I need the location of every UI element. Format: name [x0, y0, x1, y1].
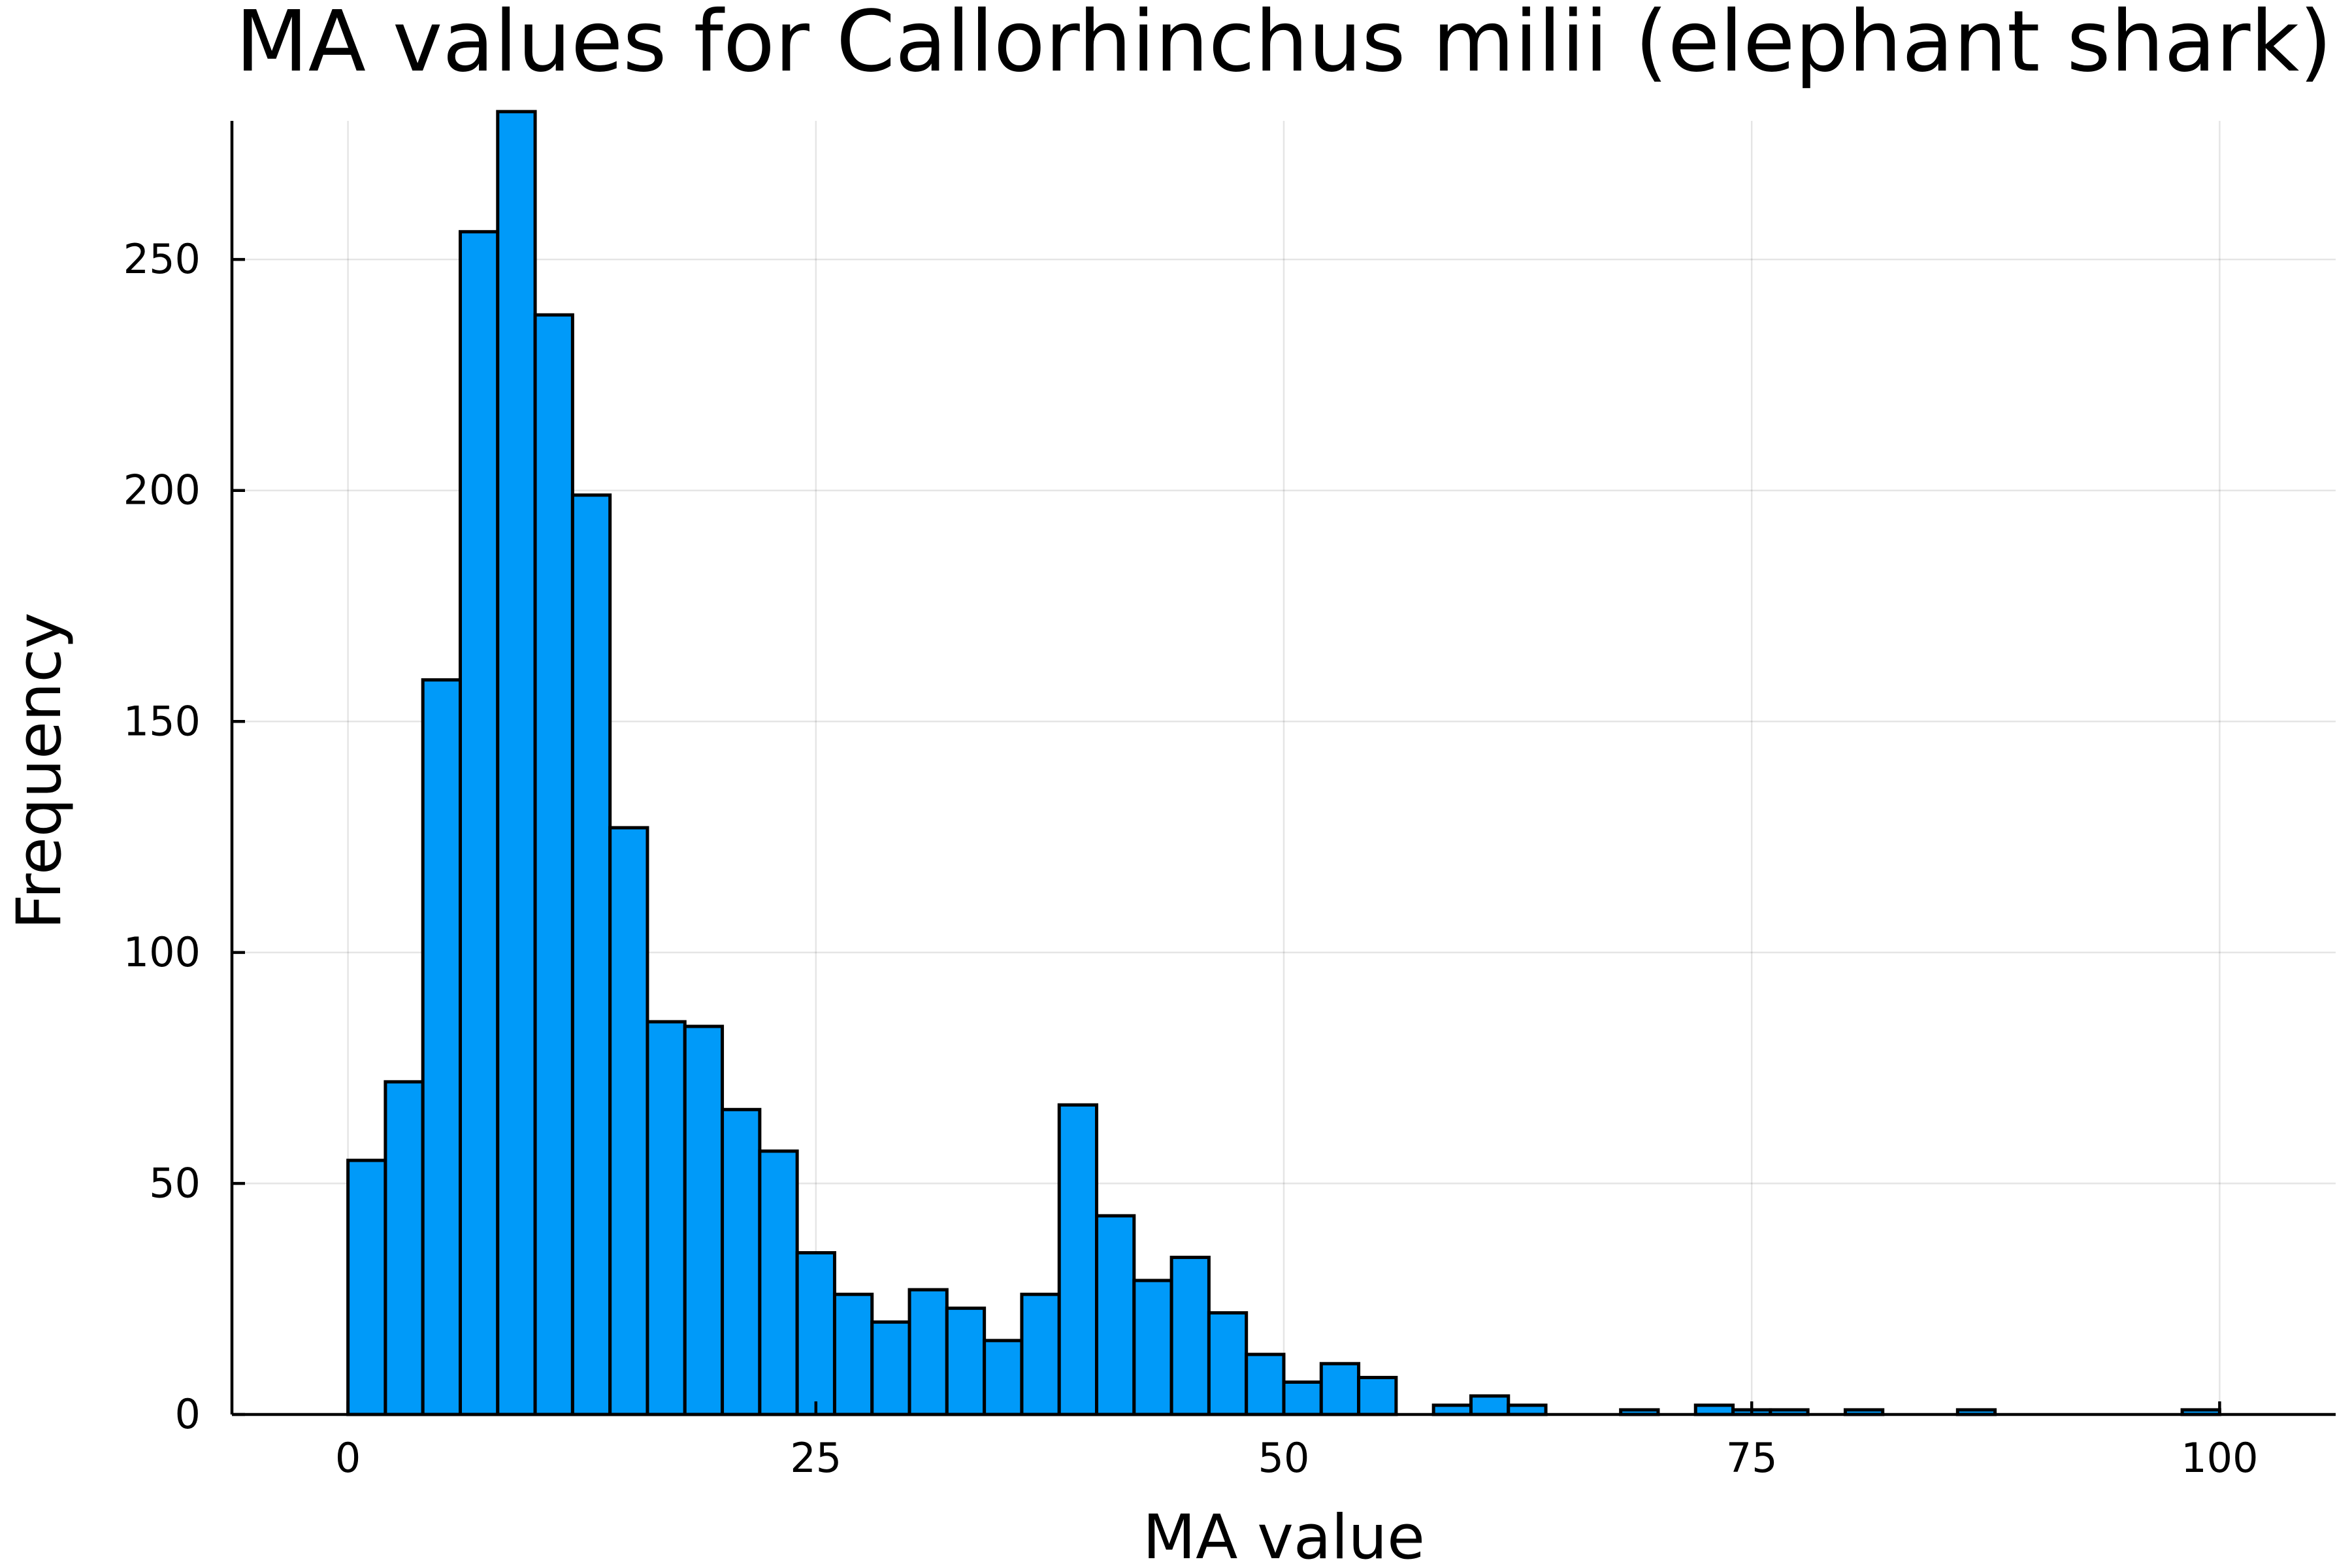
histogram-bar: [832, 1292, 874, 1416]
histogram-bar: [1095, 1214, 1136, 1416]
histogram-bar: [758, 1149, 799, 1416]
x-tick-label: 75: [1726, 1434, 1778, 1482]
x-axis-label: MA value: [1143, 1502, 1425, 1568]
histogram-bar: [1132, 1279, 1173, 1416]
x-tick-label: 100: [2181, 1434, 2258, 1482]
y-tick-label: 150: [123, 697, 201, 745]
histogram-bar: [1020, 1292, 1061, 1416]
histogram-bar: [645, 1020, 687, 1416]
y-axis-ticks: 0 50 100 150 200 250: [123, 235, 245, 1438]
histogram-bar: [1357, 1375, 1398, 1416]
histogram-bar: [459, 230, 500, 1416]
histogram-bar: [1469, 1394, 1511, 1416]
histogram-bar: [346, 1158, 387, 1416]
histogram-bar: [1169, 1256, 1211, 1416]
histogram-bar: [721, 1107, 762, 1416]
histogram-bar: [384, 1080, 425, 1416]
histogram-bar: [795, 1251, 836, 1416]
x-tick-label: 25: [790, 1434, 841, 1482]
y-tick-label: 200: [123, 466, 201, 514]
histogram-bar: [533, 313, 574, 1416]
y-axis-label: Frequency: [4, 612, 75, 930]
histogram-bar: [870, 1320, 911, 1416]
x-tick-label: 0: [335, 1434, 361, 1482]
chart-title: MA values for Callorhinchus milii (eleph…: [235, 0, 2332, 91]
histogram-bar: [570, 493, 612, 1416]
histogram-bar: [1245, 1352, 1286, 1416]
y-tick-label: 100: [123, 928, 201, 976]
x-axis-ticks: 0 25 50 75 100: [335, 1401, 2259, 1482]
histogram-bar: [945, 1306, 987, 1416]
histogram-bar: [1282, 1380, 1323, 1416]
histogram-bar: [1057, 1103, 1099, 1416]
y-tick-label: 250: [123, 235, 201, 283]
y-tick-label: 50: [149, 1159, 201, 1207]
histogram-bar: [1319, 1362, 1361, 1416]
histogram-bar: [496, 110, 537, 1416]
y-tick-label: 0: [175, 1390, 201, 1438]
histogram-bar: [683, 1024, 725, 1416]
histogram-bar: [421, 678, 463, 1416]
histogram-bar: [1207, 1311, 1249, 1416]
histogram-bar: [907, 1288, 949, 1416]
histogram-bar: [983, 1339, 1024, 1416]
histogram-bar: [608, 826, 649, 1416]
x-tick-label: 50: [1258, 1434, 1310, 1482]
bars: [346, 110, 2221, 1416]
